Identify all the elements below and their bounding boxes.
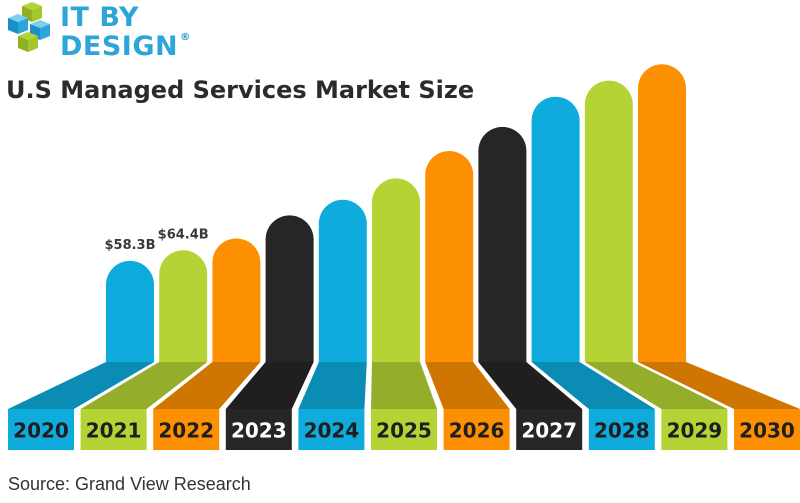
brand-name-line1: IT BY xyxy=(60,2,140,33)
chart-title: U.S Managed Services Market Size xyxy=(6,76,475,104)
year-label: 2021 xyxy=(86,419,142,443)
bar-ribbon xyxy=(225,362,314,409)
brand-name-line2-text: DESIGN xyxy=(60,31,179,62)
bar-2028 xyxy=(531,96,580,362)
bar-2022 xyxy=(212,238,261,362)
registered-mark: ® xyxy=(180,32,191,43)
year-label: 2029 xyxy=(667,419,723,443)
year-label-box xyxy=(661,409,728,450)
brand-logo: IT BY DESIGN ® xyxy=(4,2,204,66)
bar-ribbon xyxy=(371,362,437,409)
year-label-group: 2020 2021 2022 2023 2024 2025 2026 2027 2028 2029… xyxy=(8,409,800,450)
year-label-box xyxy=(8,409,74,450)
year-label-box xyxy=(298,409,365,450)
bar-ribbon xyxy=(531,362,655,409)
bar-2027 xyxy=(478,126,527,362)
bar-2020 xyxy=(106,260,154,362)
year-label-box xyxy=(734,409,800,450)
bar-ribbon xyxy=(153,362,261,409)
year-label-box xyxy=(443,409,510,450)
year-label: 2022 xyxy=(158,419,214,443)
year-label-box xyxy=(516,409,583,450)
bar-2029 xyxy=(584,80,633,362)
data-label: $64.4B xyxy=(158,227,209,242)
year-label: 2025 xyxy=(376,419,432,443)
year-label: 2030 xyxy=(739,419,795,443)
data-label: $58.3B xyxy=(104,238,155,253)
year-label: 2026 xyxy=(449,419,505,443)
bar-ribbon xyxy=(584,362,728,409)
bar-2026 xyxy=(425,151,474,362)
bar-2030 xyxy=(638,64,686,363)
cubes-icon xyxy=(8,2,50,52)
bar-group xyxy=(106,64,686,363)
year-label: 2023 xyxy=(231,419,287,443)
bar-ribbon xyxy=(8,362,154,409)
ribbon-group xyxy=(8,362,800,409)
year-label: 2024 xyxy=(304,419,360,443)
bar-ribbon xyxy=(80,362,208,409)
source-note: Source: Grand View Research xyxy=(8,474,251,494)
bar-ribbon xyxy=(298,362,367,409)
bar-ribbon xyxy=(478,362,583,409)
bar-chart: 2020 2021 2022 2023 2024 2025 2026 2027 2028 2029… xyxy=(8,64,800,450)
year-label-box xyxy=(225,409,292,450)
bar-2025 xyxy=(372,178,420,362)
year-label: 2020 xyxy=(13,419,69,443)
year-label: 2028 xyxy=(594,419,650,443)
bar-ribbon xyxy=(425,362,510,409)
year-label-box xyxy=(588,409,655,450)
year-label-box xyxy=(371,409,437,450)
year-label: 2027 xyxy=(521,419,577,443)
bar-2024 xyxy=(318,199,367,362)
bar-ribbon xyxy=(638,362,800,409)
brand-name-line2: DESIGN ® xyxy=(60,31,191,62)
bar-2021 xyxy=(159,250,208,362)
year-label-box xyxy=(153,409,220,450)
bar-2023 xyxy=(265,215,314,362)
year-label-box xyxy=(80,409,147,450)
